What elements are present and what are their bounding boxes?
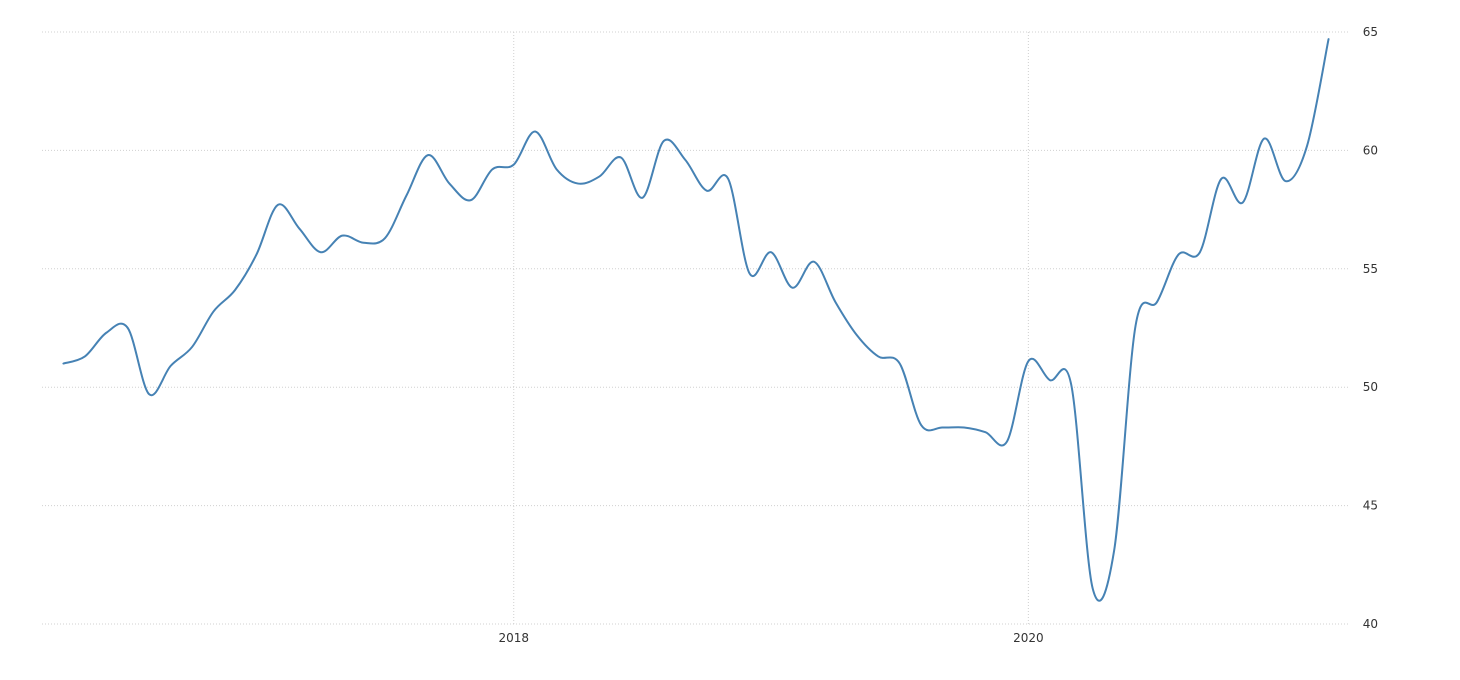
x-tick-labels: 2018 2020: [498, 631, 1043, 645]
y-tick-label-50: 50: [1363, 380, 1378, 394]
y-tick-label-65: 65: [1363, 25, 1378, 39]
y-tick-label-45: 45: [1363, 499, 1378, 513]
x-tick-label-2020: 2020: [1013, 631, 1044, 645]
series-layer: [62, 38, 1330, 602]
y-tick-label-60: 60: [1363, 143, 1378, 157]
y-gridlines: [42, 31, 1350, 625]
y-tick-label-40: 40: [1363, 617, 1378, 631]
series-line-0: [62, 38, 1330, 602]
x-gridlines: [513, 32, 1029, 624]
y-tick-label-55: 55: [1363, 262, 1378, 276]
x-tick-label-2018: 2018: [498, 631, 529, 645]
y-tick-labels: 40 45 50 55 60 65: [1363, 25, 1378, 631]
